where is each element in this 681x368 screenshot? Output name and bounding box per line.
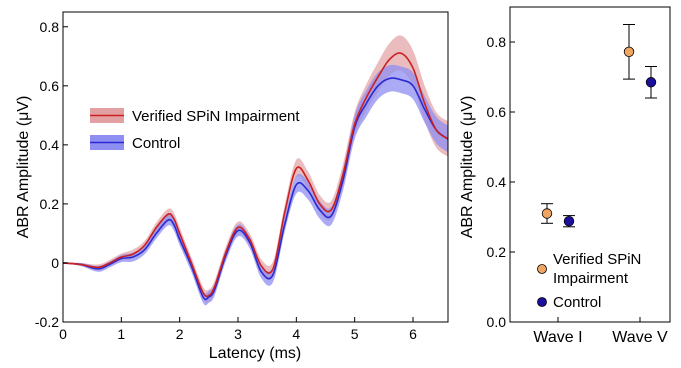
- point-control-1: [645, 77, 657, 88]
- peak-y-tick-label-1: 0.2: [487, 244, 507, 260]
- y-tick-label-2: 0.2: [40, 196, 60, 212]
- x-tick-label-5: 5: [351, 326, 359, 342]
- x-tick-label-6: 6: [409, 326, 417, 342]
- waveform-lines: [62, 52, 449, 301]
- waveform-plot-frame: [62, 11, 449, 323]
- legend-label-impairment: Verified SPiN Impairment: [132, 108, 300, 125]
- peak-legend: Verified SPiN Impairment Control: [537, 251, 641, 311]
- peak-plot-frame: [509, 6, 671, 323]
- y-tick-label-4: 0.6: [40, 78, 60, 94]
- peak-y-tick-label-0: 0.0: [487, 314, 507, 330]
- x-tick-label-1: 1: [117, 326, 125, 342]
- y-tick-label-1: 0: [51, 255, 59, 271]
- y-tick-label-3: 0.4: [40, 137, 60, 153]
- legend-marker-impairment: [537, 264, 547, 274]
- waveform-y-axis-title: ABR Amplitude (μV): [15, 96, 32, 239]
- peak-legend-label-impairment-line1: Verified SPiN: [553, 251, 641, 268]
- peak-legend-label-impairment-line2: Impairment: [553, 270, 629, 287]
- peak-y-tick-label-2: 0.4: [487, 174, 507, 190]
- band-control: [63, 64, 448, 306]
- peak-ticks: 0.0 0.2 0.4 0.6 0.8 Wave I Wave V: [487, 34, 669, 346]
- confidence-bands: [63, 35, 448, 306]
- waveform-ticks: 0 1 2 3 4 5 6-0.200.20.40.60.8: [35, 19, 417, 342]
- point-control-0: [563, 215, 575, 227]
- waveform-x-axis-title: Latency (ms): [209, 345, 301, 362]
- peak-y-tick-label-3: 0.6: [487, 104, 507, 120]
- y-tick-label-5: 0.8: [40, 19, 60, 35]
- x-tick-label-3: 3: [234, 326, 242, 342]
- line-control: [62, 77, 449, 301]
- x-tick-label-0: 0: [59, 326, 67, 342]
- legend-label-control: Control: [132, 135, 180, 152]
- peak-legend-label-control: Control: [553, 294, 601, 311]
- peak-x-label-0: Wave I: [533, 329, 582, 346]
- x-tick-label-4: 4: [292, 326, 300, 342]
- waveform-legend: Verified SPiN Impairment Control: [90, 108, 300, 152]
- line-impairment: [62, 52, 449, 298]
- peak-amplitude-chart: 0.0 0.2 0.4 0.6 0.8 Wave I Wave V ABR Amplitud…: [459, 6, 671, 346]
- x-tick-label-2: 2: [176, 326, 184, 342]
- y-tick-label-0: -0.2: [35, 314, 59, 330]
- peak-y-axis-title: ABR Amplitude (μV): [459, 96, 476, 239]
- point-impairment-1: [623, 46, 635, 58]
- peak-y-tick-label-4: 0.8: [487, 34, 507, 50]
- point-impairment-0: [541, 208, 553, 219]
- legend-marker-control: [537, 297, 547, 307]
- peak-x-label-1: Wave V: [612, 329, 668, 346]
- waveform-chart: 0 1 2 3 4 5 6-0.200.20.40.60.8 Latency (ms) AB…: [15, 11, 449, 362]
- peak-markers: [541, 24, 657, 228]
